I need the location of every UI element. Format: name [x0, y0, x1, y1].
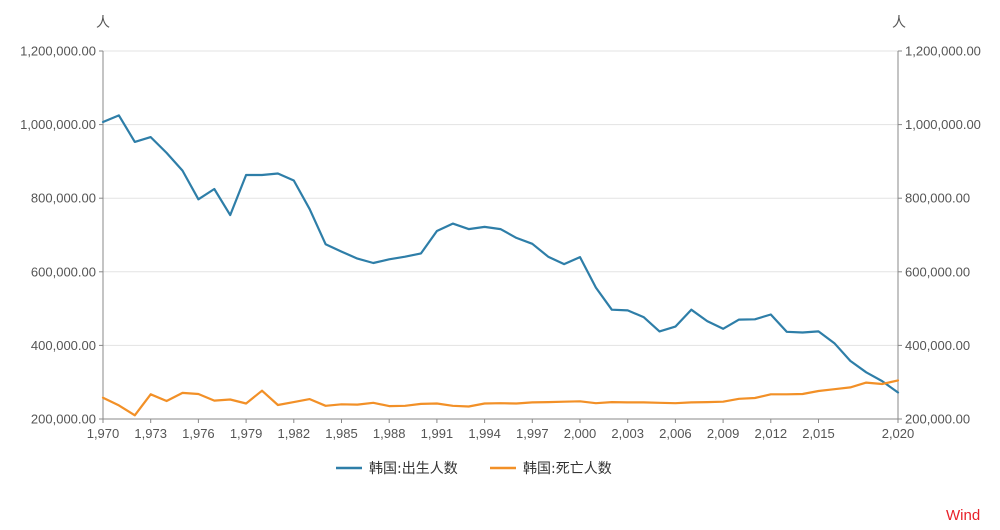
x-tick-label: 2,012 [755, 426, 788, 441]
left-y-tick-label: 1,000,000.00 [20, 117, 96, 132]
left-y-tick-labels: 200,000.00 400,000.00 600,000.00 800,000.00… [20, 44, 103, 427]
x-tick-label: 1,970 [87, 426, 120, 441]
x-tick-label: 2,000 [564, 426, 597, 441]
legend-label-deaths: 韩国:死亡人数 [523, 461, 612, 477]
x-tick-label: 1,976 [182, 426, 215, 441]
x-tick-label: 1,973 [134, 426, 167, 441]
left-y-tick-label: 1,200,000.00 [20, 44, 96, 59]
right-y-tick-label: 400,000.00 [905, 338, 970, 353]
series-line-deaths [101, 379, 900, 417]
left-y-tick-label: 800,000.00 [31, 191, 96, 206]
right-y-tick-label: 1,200,000.00 [905, 44, 981, 59]
left-y-tick-label: 200,000.00 [31, 412, 96, 427]
legend-label-births: 韩国:出生人数 [369, 461, 458, 477]
x-tick-labels: 1,970 1,973 1,976 1,979 1,982 1,985 1,988 1,991… [87, 419, 915, 441]
series-line-births [101, 114, 900, 394]
x-tick-label: 2,015 [802, 426, 835, 441]
gridlines [103, 50, 898, 346]
left-y-tick-label: 600,000.00 [31, 264, 96, 279]
left-y-unit-label: 人 [96, 15, 110, 31]
right-y-tick-label: 600,000.00 [905, 264, 970, 279]
x-tick-label: 1,979 [230, 426, 263, 441]
x-tick-label: 1,985 [325, 426, 358, 441]
x-tick-label: 2,009 [707, 426, 740, 441]
legend: 韩国:出生人数 韩国:死亡人数 [336, 461, 612, 477]
right-y-tick-labels: 200,000.00 400,000.00 600,000.00 800,000.00… [898, 44, 981, 427]
x-tick-label: 1,991 [421, 426, 454, 441]
x-tick-label: 2,006 [659, 426, 692, 441]
source-label: Wind [946, 507, 980, 524]
left-y-tick-label: 400,000.00 [31, 338, 96, 353]
x-tick-label: 2,003 [611, 426, 644, 441]
right-y-tick-label: 1,000,000.00 [905, 117, 981, 132]
x-tick-label: 1,982 [278, 426, 311, 441]
x-tick-label: 1,988 [373, 426, 406, 441]
right-y-tick-label: 200,000.00 [905, 412, 970, 427]
right-y-tick-label: 800,000.00 [905, 191, 970, 206]
x-tick-label: 2,020 [882, 426, 915, 441]
series-lines [101, 114, 900, 417]
x-tick-label: 1,997 [516, 426, 549, 441]
x-tick-label: 1,994 [468, 426, 501, 441]
right-y-unit-label: 人 [892, 15, 906, 31]
